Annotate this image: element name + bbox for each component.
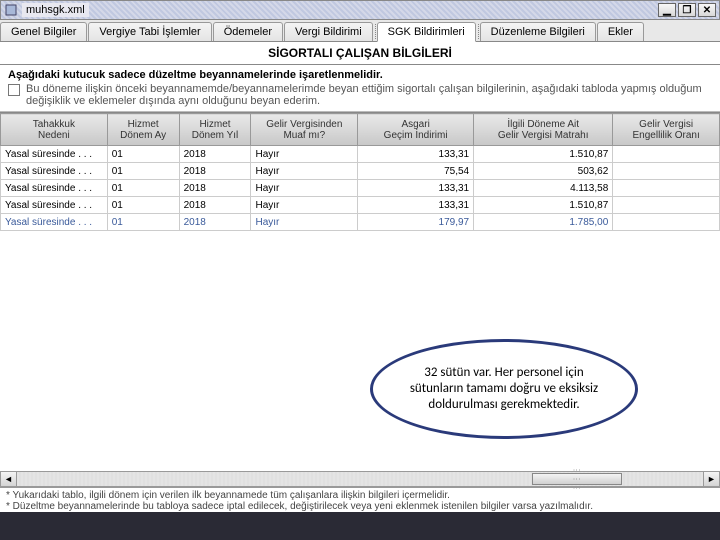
table-cell[interactable]: Yasal süresinde . . . [1, 197, 108, 214]
column-header[interactable]: HizmetDönem Ay [107, 114, 179, 146]
declaration-checkbox[interactable] [8, 84, 20, 96]
tab-0[interactable]: Genel Bilgiler [0, 22, 87, 41]
table-cell[interactable]: 01 [107, 180, 179, 197]
presentation-letterbox [0, 512, 720, 540]
table-cell[interactable] [613, 180, 720, 197]
table-cell[interactable]: Hayır [251, 197, 358, 214]
table-cell[interactable]: 179,97 [358, 214, 474, 231]
tab-3[interactable]: Vergi Bildirimi [284, 22, 373, 41]
tab-5[interactable]: Düzenleme Bilgileri [480, 22, 596, 41]
close-button[interactable]: ✕ [698, 3, 716, 17]
table-cell[interactable] [613, 214, 720, 231]
table-cell[interactable]: 01 [107, 146, 179, 163]
titlebar: muhsgk.xml ▁ ❐ ✕ [0, 0, 720, 20]
tab-2[interactable]: Ödemeler [213, 22, 283, 41]
callout-bubble: 32 sütün var. Her personel için sütunlar… [370, 339, 638, 439]
table-row[interactable]: Yasal süresinde . . .012018Hayır75,54503… [1, 163, 720, 180]
window-controls: ▁ ❐ ✕ [658, 3, 716, 17]
table-cell[interactable]: Yasal süresinde . . . [1, 146, 108, 163]
table-cell[interactable]: Hayır [251, 214, 358, 231]
minimize-button[interactable]: ▁ [658, 3, 676, 17]
table-cell[interactable]: 133,31 [358, 146, 474, 163]
table-cell[interactable]: 2018 [179, 146, 251, 163]
column-header[interactable]: HizmetDönem Yıl [179, 114, 251, 146]
app-icon [4, 3, 18, 17]
table-cell[interactable]: 2018 [179, 180, 251, 197]
window-title: muhsgk.xml [22, 3, 89, 17]
column-header[interactable]: Gelir VergisindenMuaf mı? [251, 114, 358, 146]
column-header[interactable]: TahakkukNedeni [1, 114, 108, 146]
table-cell[interactable] [613, 163, 720, 180]
table-cell[interactable]: Hayır [251, 180, 358, 197]
app-window: muhsgk.xml ▁ ❐ ✕ Genel BilgilerVergiye T… [0, 0, 720, 540]
tab-separator [478, 24, 479, 39]
instruction-block: Aşağıdaki kutucuk sadece düzeltme beyann… [0, 65, 720, 112]
table-cell[interactable]: 1.510,87 [474, 197, 613, 214]
employee-table: TahakkukNedeniHizmetDönem AyHizmetDönem … [0, 113, 720, 231]
table-wrap: TahakkukNedeniHizmetDönem AyHizmetDönem … [0, 112, 720, 231]
table-cell[interactable]: 2018 [179, 197, 251, 214]
table-cell[interactable]: 503,62 [474, 163, 613, 180]
table-cell[interactable]: 2018 [179, 163, 251, 180]
footer-note-1: * Yukarıdaki tablo, ilgili dönem için ve… [6, 490, 714, 501]
table-cell[interactable]: 75,54 [358, 163, 474, 180]
table-cell[interactable]: 133,31 [358, 197, 474, 214]
table-cell[interactable]: Hayır [251, 146, 358, 163]
table-cell[interactable]: Yasal süresinde . . . [1, 163, 108, 180]
tab-bar: Genel BilgilerVergiye Tabi İşlemlerÖdeme… [0, 20, 720, 42]
scroll-right-button[interactable]: ► [703, 472, 719, 486]
table-cell[interactable]: Hayır [251, 163, 358, 180]
footer-note-2: * Düzeltme beyannamelerinde bu tabloya s… [6, 501, 714, 512]
table-row[interactable]: Yasal süresinde . . .012018Hayır179,971.… [1, 214, 720, 231]
table-cell[interactable] [613, 146, 720, 163]
table-row[interactable]: Yasal süresinde . . .012018Hayır133,311.… [1, 197, 720, 214]
table-cell[interactable]: Yasal süresinde . . . [1, 180, 108, 197]
declaration-text: Bu döneme ilişkin önceki beyannamemde/be… [26, 83, 712, 107]
column-header[interactable]: Gelir VergisiEngellilik Oranı [613, 114, 720, 146]
table-cell[interactable]: Yasal süresinde . . . [1, 214, 108, 231]
table-row[interactable]: Yasal süresinde . . .012018Hayır133,311.… [1, 146, 720, 163]
tab-1[interactable]: Vergiye Tabi İşlemler [88, 22, 211, 41]
table-cell[interactable]: 01 [107, 214, 179, 231]
table-cell[interactable]: 2018 [179, 214, 251, 231]
scroll-left-button[interactable]: ◄ [1, 472, 17, 486]
instruction-bold: Aşağıdaki kutucuk sadece düzeltme beyann… [8, 69, 712, 81]
section-title: SİGORTALI ÇALIŞAN BİLGİLERİ [0, 42, 720, 65]
column-header[interactable]: AsgariGeçim İndirimi [358, 114, 474, 146]
scroll-track[interactable] [17, 472, 703, 486]
table-cell[interactable]: 133,31 [358, 180, 474, 197]
table-cell[interactable]: 4.113,58 [474, 180, 613, 197]
tab-6[interactable]: Ekler [597, 22, 644, 41]
footer-notes: * Yukarıdaki tablo, ilgili dönem için ve… [0, 487, 720, 512]
table-cell[interactable]: 1.510,87 [474, 146, 613, 163]
table-cell[interactable] [613, 197, 720, 214]
table-cell[interactable]: 01 [107, 163, 179, 180]
column-header[interactable]: İlgili Döneme AitGelir Vergisi Matrahı [474, 114, 613, 146]
declaration-row: Bu döneme ilişkin önceki beyannamemde/be… [8, 83, 712, 107]
tab-4[interactable]: SGK Bildirimleri [377, 22, 476, 42]
scroll-thumb[interactable] [532, 473, 622, 485]
maximize-button[interactable]: ❐ [678, 3, 696, 17]
content-area: 32 sütün var. Her personel için sütunlar… [0, 231, 720, 471]
table-row[interactable]: Yasal süresinde . . .012018Hayır133,314.… [1, 180, 720, 197]
tab-separator [375, 24, 376, 39]
horizontal-scrollbar[interactable]: ◄ ► [0, 471, 720, 487]
table-cell[interactable]: 01 [107, 197, 179, 214]
table-cell[interactable]: 1.785,00 [474, 214, 613, 231]
